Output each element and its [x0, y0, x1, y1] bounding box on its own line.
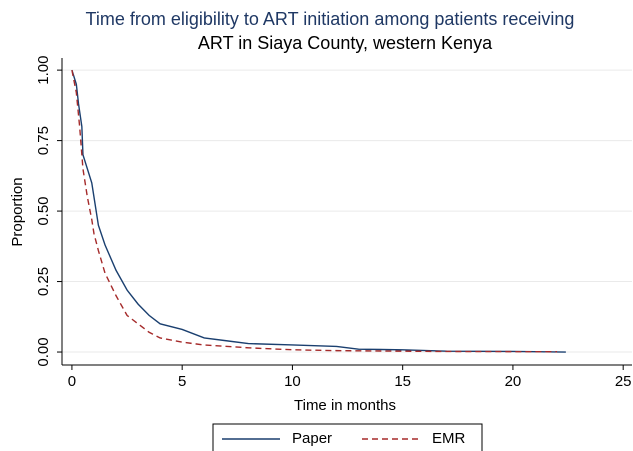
- y-tick-label: 0.00: [35, 337, 52, 366]
- x-tick-label: 20: [505, 373, 522, 390]
- chart-title: ART in Siaya County, western Kenya: [198, 33, 493, 53]
- legend: Paper EMR: [212, 423, 483, 451]
- legend-label: Paper: [292, 430, 332, 447]
- chart-title: Time from eligibility to ART initiation …: [86, 9, 575, 29]
- y-tick-label: 0.75: [35, 126, 52, 155]
- y-tick-label: 0.50: [35, 196, 52, 225]
- y-tick-label: 1.00: [35, 56, 52, 85]
- y-axis-label: Proportion: [9, 177, 26, 246]
- x-tick-label: 10: [284, 373, 301, 390]
- y-tick-label: 0.25: [35, 267, 52, 296]
- x-axis-label: Time in months: [294, 397, 396, 414]
- x-tick-label: 15: [394, 373, 411, 390]
- legend-box: [212, 423, 483, 451]
- x-tick-label: 0: [68, 373, 76, 390]
- x-tick-label: 5: [178, 373, 186, 390]
- series-line: [71, 69, 558, 353]
- series-line: [71, 69, 566, 353]
- x-tick-label: 25: [615, 373, 632, 390]
- legend-label: EMR: [432, 430, 466, 447]
